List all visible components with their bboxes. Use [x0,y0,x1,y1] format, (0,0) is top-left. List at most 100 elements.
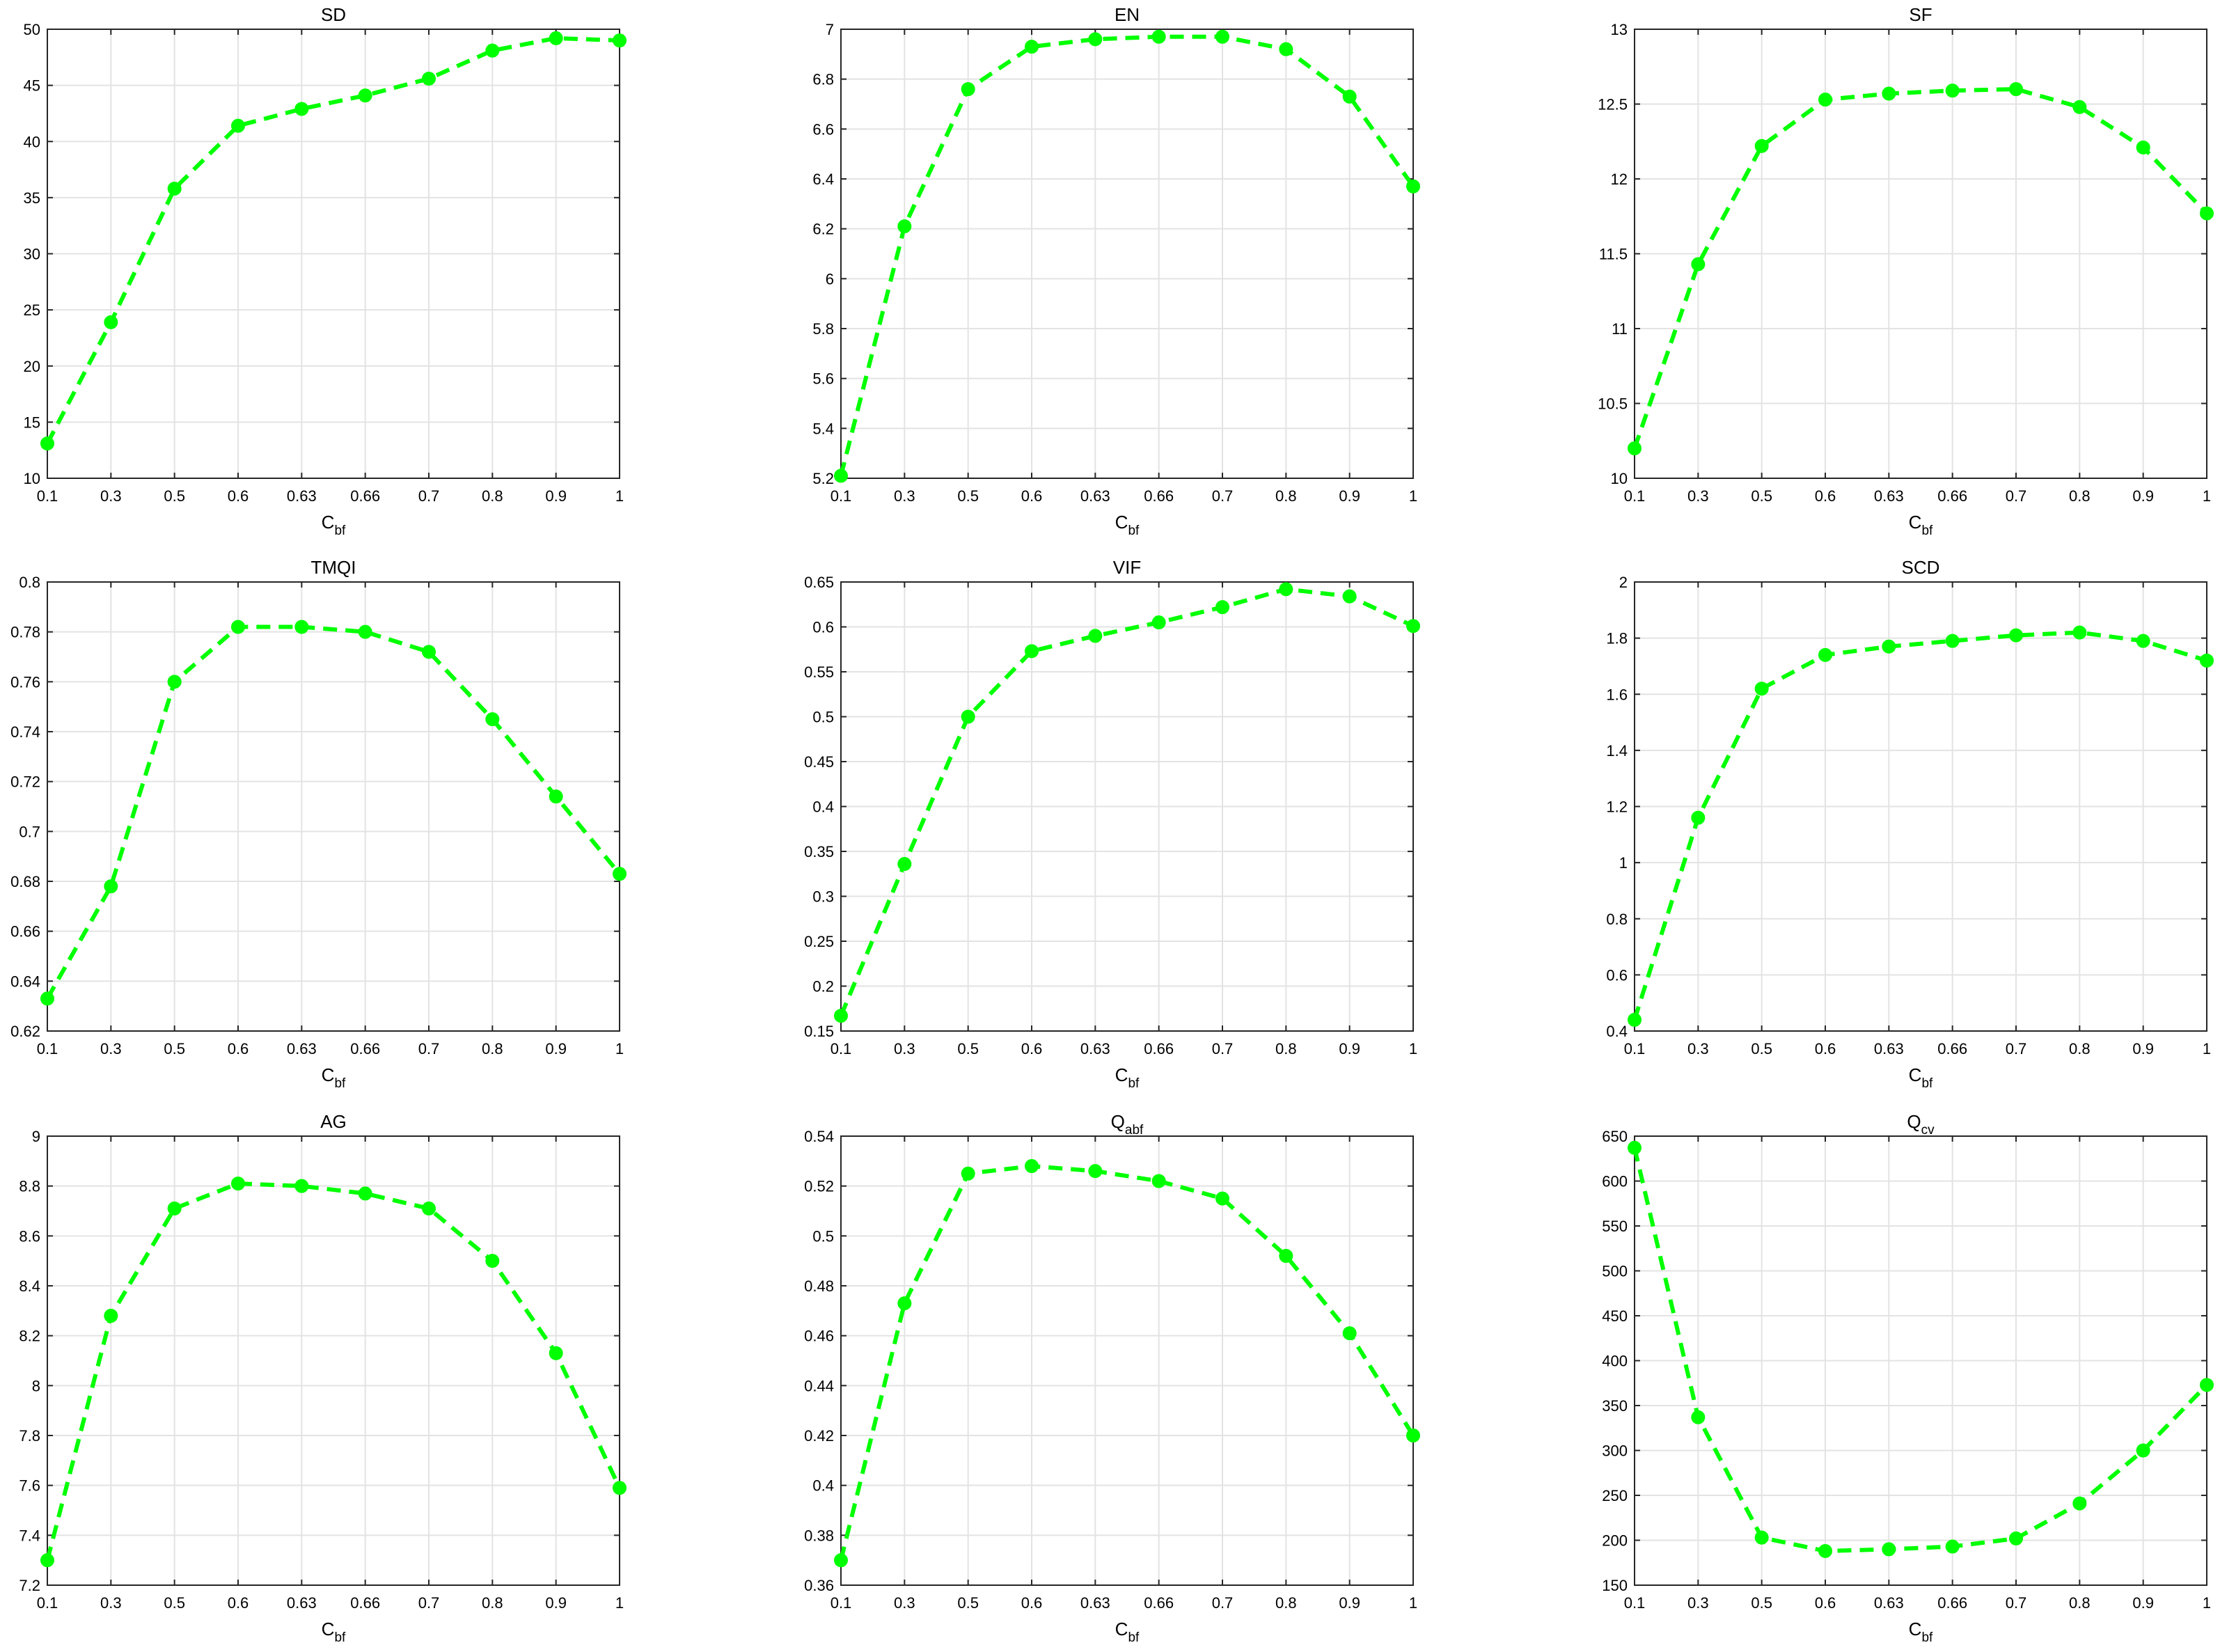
series-line [1632,630,2207,1021]
plot-area [841,1136,1413,1585]
y-tick-label: 0.2 [812,978,834,996]
y-tick-label: 200 [1602,1532,1628,1550]
chart-title-subscript: cv [1921,1123,1935,1138]
y-tick-label: 0.76 [10,673,40,691]
series-line [45,36,620,445]
y-tick-label: 150 [1602,1577,1628,1594]
data-point [1215,29,1229,44]
y-tick-label: 8.2 [19,1328,40,1345]
y-tick-label: 10 [24,470,40,487]
data-point [1279,582,1293,597]
x-tick-label: 0.3 [894,487,915,505]
y-tick-label: 7.4 [19,1527,40,1544]
series-line [45,1181,622,1561]
x-tick-label: 0.63 [287,1040,317,1057]
x-tick-label: 1 [1409,487,1417,505]
data-point [1151,1174,1166,1188]
x-tick-label: 0.8 [1275,1040,1297,1057]
data-point [40,436,54,451]
data-point [834,469,848,483]
x-tick-label: 0.5 [164,1040,185,1057]
data-point [1088,1164,1103,1179]
chart-panel-ag: 0.1 0.3 0.5 0.6 0.63 0.66 0.7 0.8 0.9 1 7.2 7.4 7.6 7… [19,1111,627,1645]
data-point [2136,634,2150,648]
y-tick-label: 5.4 [812,420,834,437]
chart-title-main: SD [321,4,346,25]
data-point [897,219,912,234]
x-tick-label: 0.5 [957,1594,979,1612]
data-point [1882,86,1896,101]
x-tick-label: 0.6 [1815,487,1836,505]
x-axis-label-subscript: bf [1921,1630,1933,1645]
data-point [294,1179,309,1193]
data-point [485,712,500,727]
y-tick-label: 600 [1602,1173,1628,1190]
x-tick-label: 0.9 [545,1594,567,1612]
data-point [1215,1191,1229,1206]
x-tick-label: 0.8 [482,1040,503,1057]
data-point [1691,1410,1706,1424]
x-tick-label: 0.6 [1815,1594,1836,1612]
data-point [1818,647,1832,662]
x-axis-label-subscript: bf [1921,524,1933,538]
y-tick-label: 15 [24,414,40,431]
x-tick-label: 0.66 [1144,1040,1174,1057]
data-point [613,867,627,881]
x-tick-label: 0.1 [37,1040,58,1057]
x-axis-label-main: C [322,1064,335,1085]
data-point [1754,139,1769,153]
y-tick-label: 400 [1602,1353,1628,1370]
x-axis-label: Cbf [322,512,346,538]
y-tick-label: 10 [1611,470,1628,487]
data-point [1691,257,1706,272]
chart-panel-tmqi: 0.1 0.3 0.5 0.6 0.63 0.66 0.7 0.8 0.9 1 0.62 0.64 0.… [10,557,627,1091]
x-tick-label: 1 [615,487,624,505]
y-tick-label: 12.5 [1598,96,1628,113]
data-point [1406,179,1420,194]
series-line [839,1164,1415,1561]
x-tick-label: 0.5 [957,1040,979,1057]
data-point [422,71,436,86]
x-tick-label: 1 [615,1594,624,1612]
chart-panel-scd: 0.1 0.3 0.5 0.6 0.63 0.66 0.7 0.8 0.9 1 0.4 0.6 0.8 1… [1606,557,2214,1091]
data-point [104,879,118,894]
data-point [1945,634,1960,648]
x-axis-label: Cbf [1115,1619,1140,1645]
x-tick-label: 0.9 [1339,1594,1360,1612]
plot-area [47,582,620,1031]
y-tick-label: 0.62 [10,1023,40,1040]
x-tick-label: 0.8 [2069,487,2091,505]
x-axis-label-main: C [1115,512,1128,533]
x-tick-label: 0.7 [418,1040,440,1057]
y-tick-label: 0.8 [1606,911,1628,928]
x-tick-label: 0.7 [418,1594,440,1612]
x-tick-label: 0.1 [830,1594,852,1612]
chart-title: Qcv [1907,1111,1935,1138]
data-point [961,709,975,724]
chart-title: Qabf [1111,1111,1144,1138]
data-point [40,1553,54,1568]
x-tick-label: 0.3 [1687,1040,1709,1057]
y-tick-label: 0.15 [804,1023,834,1040]
x-tick-label: 0.66 [350,1594,380,1612]
x-tick-label: 0.66 [1144,1594,1174,1612]
chart-panel-qcv: 0.1 0.3 0.5 0.6 0.63 0.66 0.7 0.8 0.9 1 150 200 250 3… [1602,1111,2214,1645]
plot-area [841,29,1413,478]
x-tick-label: 0.8 [482,1594,503,1612]
x-axis-label: Cbf [1909,1064,1933,1091]
x-axis-label: Cbf [1909,1619,1933,1645]
y-tick-label: 0.4 [812,1477,834,1495]
series-line [1632,87,2209,449]
x-tick-label: 0.9 [1339,487,1360,505]
x-tick-label: 0.5 [1751,1040,1772,1057]
x-tick-label: 0.8 [2069,1594,2091,1612]
x-tick-label: 0.63 [1080,1040,1110,1057]
x-tick-label: 1 [1409,1040,1417,1057]
x-tick-label: 0.1 [37,487,58,505]
data-point [485,43,500,58]
x-tick-label: 0.9 [2132,487,2154,505]
y-tick-label: 1.2 [1606,799,1628,816]
x-tick-label: 0.1 [830,1040,852,1057]
y-tick-label: 5.2 [812,470,834,487]
